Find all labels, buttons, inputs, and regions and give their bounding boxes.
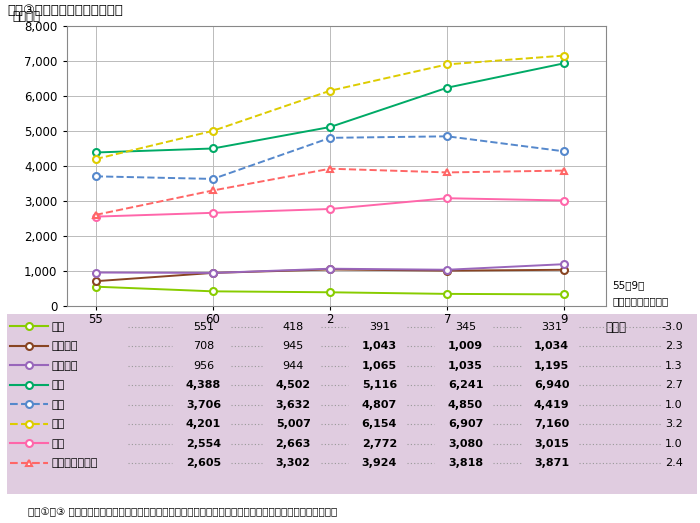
- Text: 6,940: 6,940: [534, 380, 570, 391]
- Text: 3,632: 3,632: [276, 400, 311, 410]
- Text: 通輸: 通輸: [52, 439, 65, 449]
- Text: 建設: 建設: [52, 380, 65, 391]
- Text: 図表③　産業別就業者数の比較: 図表③ 産業別就業者数の比較: [7, 4, 123, 17]
- Text: 卵売: 卵売: [52, 400, 65, 410]
- Text: 3,015: 3,015: [534, 439, 569, 449]
- Text: 1,043: 1,043: [362, 342, 397, 351]
- Text: 4,419: 4,419: [534, 400, 570, 410]
- Text: 944: 944: [283, 361, 304, 371]
- Text: 1,195: 1,195: [534, 361, 569, 371]
- Text: 4,388: 4,388: [186, 380, 221, 391]
- Text: 輸送機械: 輸送機械: [52, 361, 78, 371]
- Text: 3,871: 3,871: [534, 458, 569, 469]
- Text: 1.0: 1.0: [665, 400, 682, 410]
- Text: 6,154: 6,154: [362, 419, 397, 429]
- Text: 1,065: 1,065: [362, 361, 397, 371]
- Text: 945: 945: [283, 342, 304, 351]
- Text: 図表①～③ 郵政省資料、「産業連関表」（総務庁）、「産業連関表（延長表）」（通商産業省）により作成: 図表①～③ 郵政省資料、「産業連関表」（総務庁）、「産業連関表（延長表）」（通商…: [28, 507, 337, 517]
- Text: 1,009: 1,009: [448, 342, 483, 351]
- Text: 1,035: 1,035: [448, 361, 483, 371]
- Text: （年）: （年）: [606, 321, 626, 334]
- Text: 551: 551: [193, 322, 214, 332]
- Text: 4,850: 4,850: [448, 400, 483, 410]
- Text: 2.7: 2.7: [665, 380, 682, 391]
- Text: 1.0: 1.0: [665, 439, 682, 449]
- Text: 6,907: 6,907: [448, 419, 483, 429]
- Text: 2.3: 2.3: [665, 342, 682, 351]
- Text: 5,116: 5,116: [362, 380, 397, 391]
- Text: 1.3: 1.3: [665, 361, 682, 371]
- Text: 情報通信産業計: 情報通信産業計: [52, 458, 98, 469]
- Text: 5,007: 5,007: [276, 419, 311, 429]
- Text: 4,807: 4,807: [362, 400, 397, 410]
- Text: 708: 708: [193, 342, 214, 351]
- Text: 3,924: 3,924: [362, 458, 397, 469]
- Text: 345: 345: [455, 322, 476, 332]
- Text: 3,080: 3,080: [448, 439, 483, 449]
- Text: 小売: 小売: [52, 419, 65, 429]
- Text: 電気機械: 電気機械: [52, 342, 78, 351]
- Text: 2,554: 2,554: [186, 439, 221, 449]
- Text: 418: 418: [283, 322, 304, 332]
- Text: 鉄銖: 鉄銖: [52, 322, 65, 332]
- Text: 391: 391: [369, 322, 390, 332]
- Text: 4,502: 4,502: [276, 380, 311, 391]
- Text: 4,201: 4,201: [186, 419, 221, 429]
- Text: （千人）: （千人）: [13, 10, 41, 24]
- Text: 1,034: 1,034: [534, 342, 569, 351]
- Text: 6,241: 6,241: [448, 380, 483, 391]
- Text: 3,706: 3,706: [186, 400, 221, 410]
- Text: 2.4: 2.4: [665, 458, 682, 469]
- Text: 3,302: 3,302: [276, 458, 311, 469]
- Text: 956: 956: [193, 361, 214, 371]
- Text: 3.2: 3.2: [665, 419, 682, 429]
- Text: 2,605: 2,605: [186, 458, 221, 469]
- Text: 2,663: 2,663: [276, 439, 311, 449]
- Text: 2,772: 2,772: [362, 439, 397, 449]
- Text: 3,818: 3,818: [448, 458, 483, 469]
- Text: 55～9年: 55～9年: [612, 280, 645, 290]
- Text: -3.0: -3.0: [661, 322, 682, 332]
- Text: 年平均成長率（％）: 年平均成長率（％）: [612, 296, 668, 306]
- Text: 7,160: 7,160: [534, 419, 569, 429]
- Text: 331: 331: [541, 322, 562, 332]
